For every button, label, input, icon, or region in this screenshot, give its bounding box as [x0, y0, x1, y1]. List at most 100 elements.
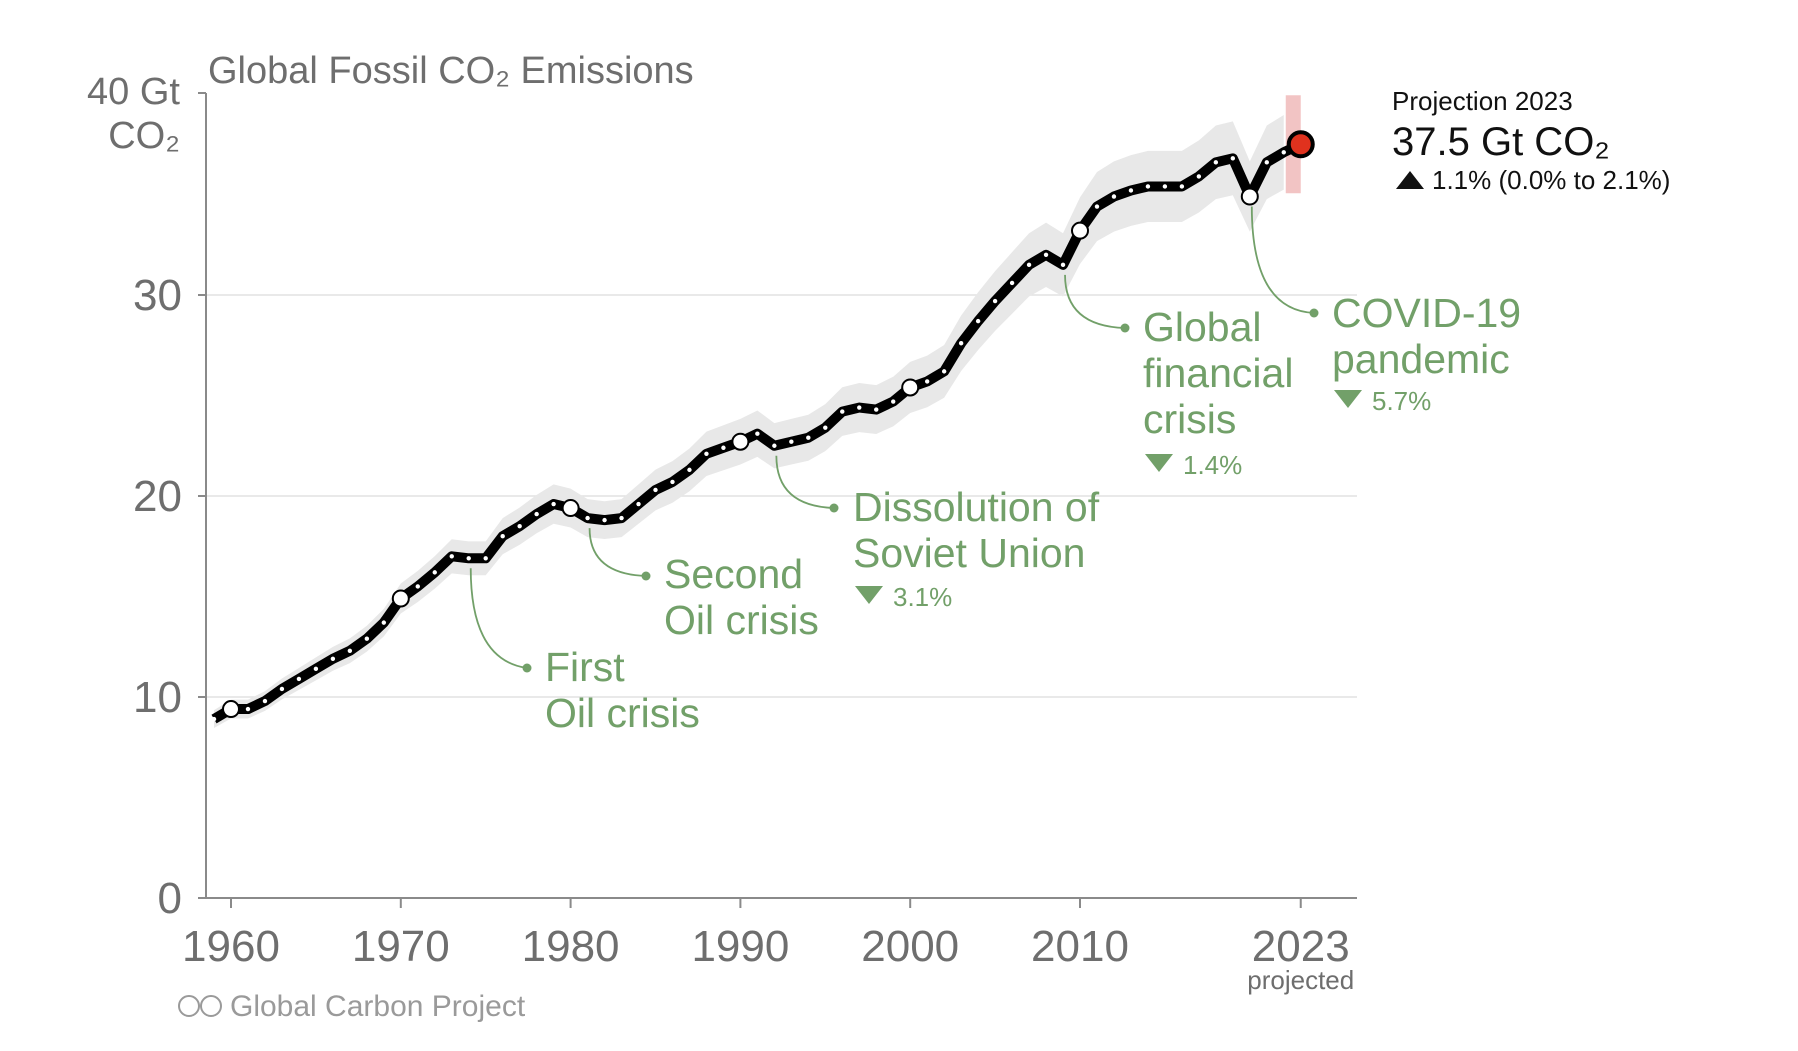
data-point-2017	[1196, 174, 1202, 179]
data-point-2021	[1264, 160, 1269, 165]
data-point-2003	[958, 341, 964, 346]
x-tick-label: 2000	[861, 922, 959, 971]
up-triangle-icon	[1396, 171, 1424, 189]
axes: 0 10 20 30 1960 1970 1980 1990 2000 2010 2023proje…	[87, 71, 1357, 995]
annotation-leader-line	[1250, 206, 1315, 314]
highlight-point-1960	[222, 700, 240, 719]
credit-text: Global Carbon Project	[230, 990, 526, 1023]
yearly-dots	[211, 130, 1315, 722]
credit-group: Global Carbon Project	[178, 990, 526, 1023]
data-point-2002	[941, 369, 947, 374]
data-point-1977	[517, 523, 522, 529]
data-point-1998	[874, 407, 879, 412]
x-tick-sublabel: projected	[1247, 965, 1354, 995]
data-point-1982	[602, 517, 607, 523]
data-point-1994	[806, 435, 811, 440]
gridlines	[206, 294, 1357, 698]
data-point-1992	[772, 443, 777, 448]
data-point-1964	[296, 676, 302, 682]
data-point-1972	[432, 570, 437, 575]
annotation-dot	[1309, 308, 1319, 318]
annotation-leaders	[469, 206, 1319, 673]
highlight-point-1970	[391, 589, 410, 608]
data-point-1962	[262, 698, 268, 704]
annotation-dot	[829, 503, 839, 513]
annotation-leader-line	[588, 528, 647, 577]
down-triangle-icon	[1334, 390, 1362, 408]
data-point-1965	[313, 666, 319, 672]
data-point-1989	[721, 445, 726, 450]
data-point-1999	[891, 399, 896, 404]
data-point-1967	[347, 648, 353, 653]
projection-change: 1.1% (0.0% to 2.1%)	[1432, 165, 1670, 195]
y-axis-label-gas: CO₂	[108, 115, 180, 157]
data-point-1976	[500, 534, 505, 539]
x-tick-label: 2010	[1031, 922, 1129, 971]
data-point-2001	[924, 379, 930, 384]
projection-label: Projection 2023	[1392, 86, 1573, 116]
x-tick-label: 1980	[522, 922, 620, 971]
y-axis-label-unit: 40 Gt	[87, 71, 180, 113]
annotation-label: Global	[1143, 304, 1262, 350]
data-point-1981	[585, 515, 590, 521]
data-point-1979	[551, 501, 556, 507]
data-point-1983	[619, 515, 624, 521]
annotation-label: Dissolution of	[853, 484, 1100, 530]
highlight-point-2010	[1071, 221, 1089, 240]
annotation-change: 5.7%	[1372, 386, 1431, 416]
data-point-2004	[975, 318, 981, 324]
x-tick-label: 2023	[1252, 922, 1350, 971]
annotation-dot	[641, 571, 651, 581]
data-point-1997	[857, 405, 862, 410]
data-point-1993	[789, 439, 794, 444]
y-tick-label: 30	[133, 271, 182, 320]
chart-title: Global Fossil CO₂ Emissions	[208, 50, 694, 92]
data-point-1961	[245, 706, 251, 712]
data-point-2016	[1179, 184, 1185, 189]
annotation-label: Oil crisis	[664, 597, 819, 643]
cc-icon	[178, 995, 200, 1017]
data-point-2014	[1145, 184, 1151, 189]
annotation-label: COVID-19	[1332, 290, 1521, 336]
annotation-dot	[522, 663, 532, 673]
data-point-2013	[1128, 188, 1134, 193]
annotation-leader-line	[1064, 274, 1126, 329]
data-point-2012	[1111, 194, 1117, 199]
data-point-1971	[415, 584, 420, 589]
data-point-1963	[279, 686, 285, 692]
annotation-label: pandemic	[1332, 336, 1510, 382]
data-point-1985	[653, 487, 658, 493]
x-tick-label: 1960	[182, 922, 280, 971]
data-point-1975	[483, 556, 488, 561]
data-point-2018	[1213, 160, 1219, 165]
data-point-2007	[1026, 262, 1032, 268]
data-point-2009	[1060, 262, 1066, 268]
annotation-label: Oil crisis	[545, 690, 700, 736]
annotation-label: crisis	[1143, 396, 1236, 442]
uncertainty-band	[214, 115, 1284, 729]
data-point-1995	[823, 425, 828, 430]
annotation-label: financial	[1143, 350, 1293, 396]
annotation-label: First	[545, 644, 625, 690]
data-point-1984	[636, 501, 641, 507]
x-tick-label: 1970	[352, 922, 450, 971]
down-triangle-icon	[855, 586, 883, 604]
highlight-point-1980	[561, 499, 580, 518]
data-point-1988	[704, 451, 709, 456]
down-triangle-icon	[1145, 454, 1173, 472]
data-point-1968	[364, 636, 370, 641]
projection-value: 37.5 Gt CO₂	[1392, 120, 1610, 164]
data-point-1987	[687, 467, 692, 473]
data-point-2022	[1281, 150, 1286, 155]
y-tick-label: 20	[133, 472, 182, 521]
annotation-leader-line	[775, 455, 835, 509]
data-point-1973	[449, 554, 454, 559]
data-point-1969	[381, 620, 387, 625]
data-point-1991	[755, 431, 760, 436]
annotation-label: Second	[664, 551, 803, 597]
data-point-1996	[840, 409, 845, 414]
data-point-1966	[330, 656, 336, 662]
annotation-change: 1.4%	[1183, 450, 1242, 480]
